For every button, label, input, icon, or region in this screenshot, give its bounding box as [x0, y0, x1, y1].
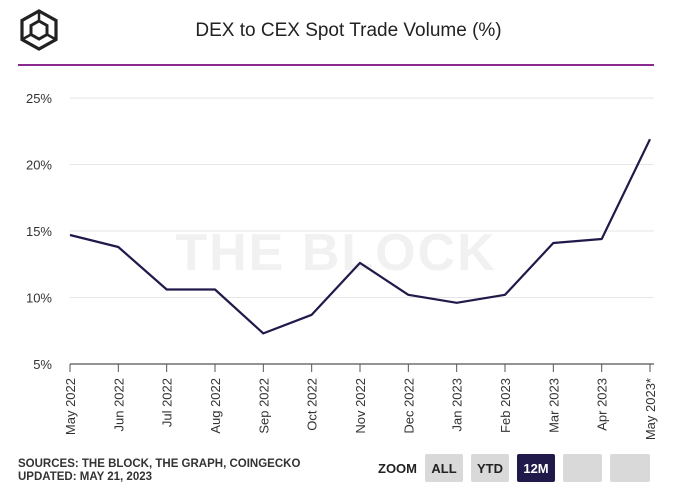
x-axis-ticks: May 2022 Jun 2022 Jul 2022 Aug 2022 Sep 2022…	[63, 364, 658, 440]
x-tick-label: Feb 2023	[498, 378, 513, 433]
x-tick-label: Mar 2023	[546, 378, 561, 433]
y-tick-label: 15%	[26, 224, 52, 239]
x-tick-label: Aug 2022	[208, 378, 223, 434]
sources-text: SOURCES: THE BLOCK, THE GRAPH, COINGECKO	[18, 458, 301, 470]
y-tick-label: 25%	[26, 91, 52, 106]
grid-lines	[70, 97, 654, 365]
watermark: THE BLOCK	[175, 224, 496, 282]
x-tick-label: Dec 2022	[401, 378, 416, 434]
zoom-12m-button[interactable]: 12M	[517, 454, 555, 482]
y-tick-label: 20%	[26, 158, 52, 173]
footer: SOURCES: THE BLOCK, THE GRAPH, COINGECKO…	[18, 458, 300, 484]
x-tick-label: May 2022	[63, 378, 78, 435]
x-tick-label: Apr 2023	[595, 378, 610, 431]
title-divider	[18, 64, 654, 66]
the-block-logo-icon	[20, 9, 58, 51]
x-tick-label: Jun 2022	[111, 378, 126, 432]
x-tick-label: Jul 2022	[160, 378, 175, 427]
x-tick-label: Nov 2022	[353, 378, 368, 434]
y-tick-label: 10%	[26, 291, 52, 306]
x-tick-label: Oct 2022	[305, 378, 320, 431]
updated-text: UPDATED: MAY 21, 2023	[18, 471, 153, 483]
series-line	[69, 138, 651, 335]
x-tick-label: May 2023*	[643, 378, 658, 440]
chart-title: DEX to CEX Spot Trade Volume (%)	[195, 20, 502, 41]
zoom-all-button[interactable]: ALL	[425, 454, 463, 482]
zoom-extra-button-1[interactable]	[563, 454, 602, 482]
x-tick-label: Sep 2022	[256, 378, 271, 434]
x-tick-label: Jan 2023	[450, 378, 465, 432]
zoom-controls: ZOOM ALL YTD 12M	[378, 454, 658, 482]
y-tick-label: 5%	[33, 357, 52, 372]
zoom-extra-button-2[interactable]	[610, 454, 650, 482]
zoom-ytd-button[interactable]: YTD	[471, 454, 509, 482]
zoom-label: ZOOM	[378, 460, 417, 476]
y-axis-ticks: 5% 10% 15% 20% 25%	[26, 91, 52, 372]
